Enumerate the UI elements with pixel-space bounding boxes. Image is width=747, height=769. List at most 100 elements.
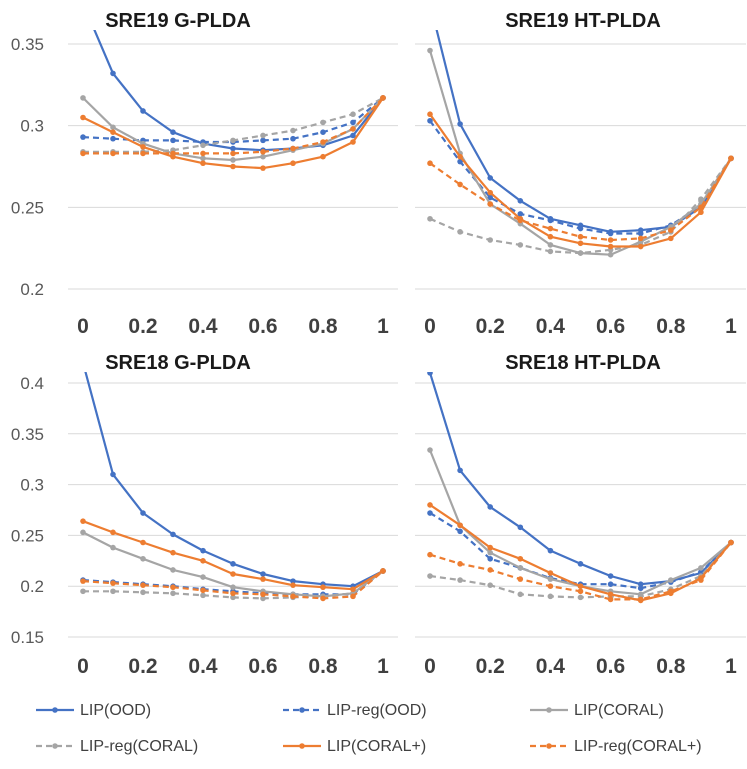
panel-sre19-g-plda: SRE19 G-PLDA 0.2 0.25 0.3 0.35 0 0.2 0.4 0.6 0.8 1 <box>11 0 398 338</box>
data-point-lip-reg-coral <box>200 150 206 157</box>
panel-title-sre18-g-plda: SRE18 G-PLDA <box>105 352 251 374</box>
data-point-lip-reg-coral <box>668 588 674 595</box>
legend-label: LIP(CORAL) <box>574 702 664 719</box>
data-point-lip-reg-coral <box>140 582 146 588</box>
data-point-lip-coral <box>140 555 146 562</box>
data-point-lip-coral <box>80 518 86 524</box>
data-point-lip-reg-coral <box>230 590 236 597</box>
legend-item-lip-coral: LIP(CORAL) <box>530 702 664 719</box>
x-tick-label: 0.4 <box>188 655 218 678</box>
data-point-lip-coral <box>290 160 296 167</box>
legend-item-lip-reg-coral: LIP-reg(CORAL) <box>36 738 198 755</box>
x-tick-label: 1 <box>725 655 737 678</box>
legend-swatch-marker <box>546 743 552 749</box>
data-point-lip-ood <box>260 571 266 577</box>
data-point-lip-coral <box>260 576 266 582</box>
data-point-lip-coral <box>487 544 494 551</box>
data-point-lip-coral <box>350 139 356 145</box>
data-point-lip-reg-coral <box>728 155 734 162</box>
data-point-lip-reg-coral <box>698 577 704 583</box>
data-point-lip-reg-ood <box>637 585 644 592</box>
data-point-lip-coral <box>698 565 704 571</box>
data-point-lip-reg-coral <box>457 181 463 188</box>
data-point-lip-coral <box>517 565 524 571</box>
data-point-lip-reg-coral <box>427 573 433 579</box>
data-point-lip-reg-coral <box>637 235 644 242</box>
x-tick-label: 1 <box>377 655 389 678</box>
data-point-lip-coral <box>427 111 433 118</box>
x-tick-label: 0 <box>77 655 89 678</box>
data-point-lip-reg-coral <box>260 595 266 602</box>
data-point-lip-reg-coral <box>380 95 386 101</box>
data-point-lip-reg-ood <box>260 137 266 144</box>
data-point-lip-coral <box>110 529 116 536</box>
data-point-lip-reg-ood <box>457 158 463 165</box>
data-point-lip-reg-coral <box>487 567 494 573</box>
data-point-lip-coral <box>350 586 356 593</box>
data-point-lip-ood <box>140 510 146 516</box>
data-point-lip-reg-coral <box>517 242 524 248</box>
legend-item-lip-reg-ood: LIP-reg(OOD) <box>283 702 427 719</box>
data-point-lip-coral <box>110 124 116 131</box>
data-point-lip-reg-coral <box>260 149 266 155</box>
data-point-lip-reg-coral <box>517 217 524 224</box>
data-point-lip-reg-coral <box>350 593 356 600</box>
data-point-lip-reg-ood <box>698 569 704 575</box>
x-tick-label: 0.4 <box>536 315 566 338</box>
data-point-lip-ood <box>200 547 206 554</box>
data-point-lip-coral <box>457 522 463 529</box>
y-tick-label: 0.2 <box>20 577 44 596</box>
data-point-lip-reg-ood <box>457 528 463 535</box>
data-point-lip-reg-coral <box>607 596 614 603</box>
data-point-lip-reg-coral <box>170 150 176 157</box>
data-point-lip-coral <box>577 240 584 247</box>
data-point-lip-reg-coral <box>170 590 176 597</box>
y-tick-label: 0.3 <box>20 476 44 495</box>
data-point-lip-coral <box>577 583 584 589</box>
data-point-lip-reg-coral <box>230 594 236 601</box>
data-point-lip-reg-coral <box>110 580 116 586</box>
series-group <box>427 30 734 258</box>
data-point-lip-ood <box>577 561 584 567</box>
data-point-lip-reg-ood <box>577 225 584 232</box>
data-point-lip-reg-ood <box>517 211 524 217</box>
data-point-lip-ood <box>350 132 356 139</box>
data-point-lip-ood <box>140 108 146 114</box>
panel-sre18-ht-plda: SRE18 HT-PLDA 0 0.2 0.4 0.6 0.8 1 <box>415 352 746 678</box>
y-tick-label: 0.25 <box>11 526 44 545</box>
panel-title-sre19-ht-plda: SRE19 HT-PLDA <box>505 10 661 32</box>
data-point-lip-coral <box>260 153 266 160</box>
panel-sre19-ht-plda: SRE19 HT-PLDA 0 0.2 0.4 0.6 0.8 1 <box>415 10 746 338</box>
data-point-lip-reg-ood <box>320 129 326 135</box>
legend-item-lip-reg-coral: LIP-reg(CORAL+) <box>530 738 702 755</box>
data-point-lip-coral <box>547 576 554 582</box>
data-point-lip-coral <box>200 160 206 167</box>
legend-label: LIP(CORAL+) <box>327 738 426 755</box>
data-point-lip-ood <box>80 0 86 6</box>
x-tick-label: 0.6 <box>596 315 625 338</box>
data-point-lip-reg-coral <box>547 593 554 600</box>
data-point-lip-reg-coral <box>230 137 236 144</box>
data-point-lip-coral <box>320 584 326 591</box>
data-point-lip-coral <box>487 549 494 556</box>
data-point-lip-coral <box>487 189 494 196</box>
x-tick-label: 0.8 <box>308 315 338 338</box>
data-point-lip-coral <box>230 157 236 163</box>
x-tick-label: 0.4 <box>536 655 566 678</box>
y-tick-label: 0.4 <box>20 374 44 393</box>
data-point-lip-coral <box>140 539 146 546</box>
legend-label: LIP-reg(CORAL+) <box>574 738 702 755</box>
data-point-lip-reg-coral <box>427 160 433 167</box>
series-line-lip-coral <box>82 520 384 591</box>
x-tick-label: 0.6 <box>248 655 277 678</box>
data-point-lip-reg-coral <box>230 150 236 157</box>
data-point-lip-coral <box>80 95 86 101</box>
data-point-lip-coral <box>260 165 266 171</box>
data-point-lip-coral <box>170 549 176 556</box>
data-point-lip-reg-coral <box>200 587 206 594</box>
data-point-lip-reg-coral <box>200 592 206 599</box>
series-group <box>80 0 386 171</box>
panel-title-sre19-g-plda: SRE19 G-PLDA <box>105 10 251 32</box>
data-point-lip-reg-coral <box>698 196 704 202</box>
